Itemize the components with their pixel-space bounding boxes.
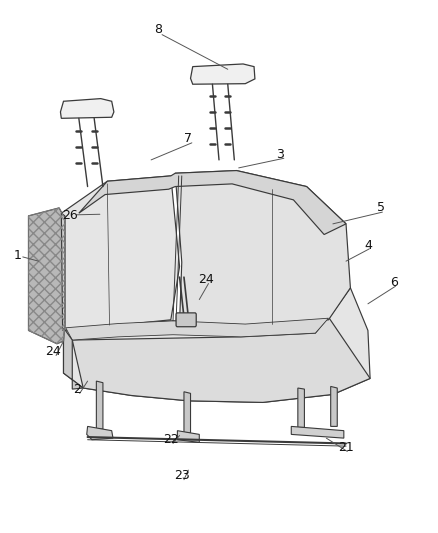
- Polygon shape: [79, 171, 346, 235]
- Polygon shape: [87, 426, 113, 440]
- Text: 3: 3: [276, 148, 284, 161]
- Text: 23: 23: [174, 469, 190, 482]
- Polygon shape: [61, 176, 180, 330]
- Polygon shape: [28, 208, 65, 344]
- Polygon shape: [96, 381, 103, 429]
- Text: 2: 2: [73, 383, 81, 395]
- Text: 1: 1: [14, 249, 21, 262]
- Polygon shape: [64, 328, 83, 389]
- Polygon shape: [191, 64, 255, 84]
- Text: 8: 8: [154, 23, 162, 36]
- Polygon shape: [66, 318, 328, 340]
- FancyBboxPatch shape: [176, 313, 196, 327]
- Text: 26: 26: [62, 209, 78, 222]
- Polygon shape: [61, 213, 65, 330]
- Text: 6: 6: [390, 276, 398, 289]
- Text: 22: 22: [163, 433, 179, 446]
- Text: 24: 24: [45, 345, 60, 358]
- Polygon shape: [177, 431, 199, 442]
- Polygon shape: [298, 388, 304, 427]
- Polygon shape: [331, 386, 337, 426]
- Text: 4: 4: [364, 239, 372, 252]
- Polygon shape: [291, 426, 344, 438]
- Polygon shape: [175, 171, 350, 325]
- Text: 24: 24: [198, 273, 214, 286]
- Text: 7: 7: [184, 132, 192, 145]
- Polygon shape: [64, 288, 370, 402]
- Polygon shape: [60, 99, 114, 118]
- Polygon shape: [72, 317, 370, 402]
- Text: 21: 21: [338, 441, 354, 454]
- Text: 5: 5: [377, 201, 385, 214]
- Polygon shape: [184, 392, 191, 433]
